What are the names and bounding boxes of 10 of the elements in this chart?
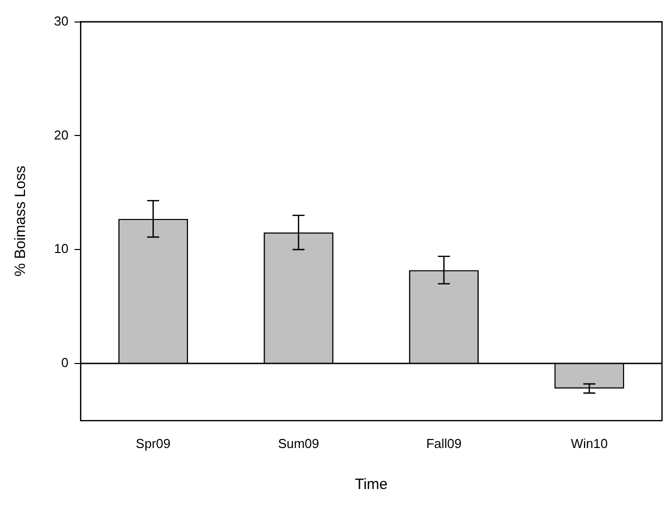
x-tick-label: Sum09 (278, 436, 320, 451)
y-tick-label: 0 (61, 355, 68, 370)
y-tick-label: 20 (54, 127, 68, 142)
y-axis-title: % Boimass Loss (12, 166, 30, 277)
x-tick-label: Fall09 (426, 436, 462, 451)
x-tick-label: Spr09 (136, 436, 171, 451)
x-axis-title: Time (354, 476, 388, 494)
y-tick-label: 30 (54, 13, 68, 28)
y-tick-label: 10 (54, 241, 68, 256)
x-tick-label: Win10 (570, 436, 608, 451)
